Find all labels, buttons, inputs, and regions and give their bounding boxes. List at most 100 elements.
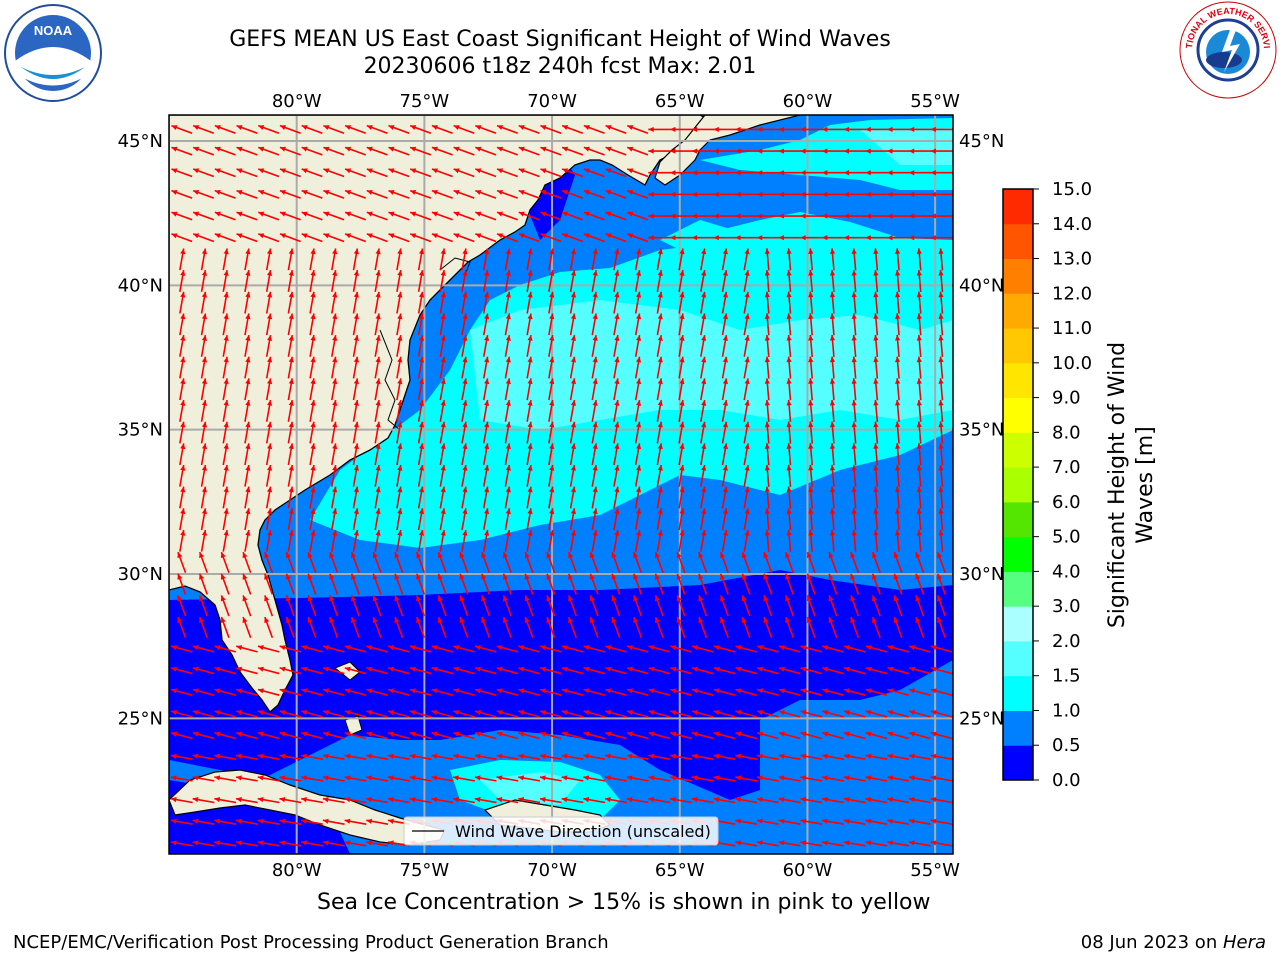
wind-arrow [916, 269, 922, 293]
wind-arrow [871, 551, 881, 574]
wind-arrow [567, 551, 578, 574]
wind-arrow [502, 595, 512, 617]
wind-arrow [938, 356, 944, 379]
wind-arrow [331, 378, 338, 401]
wind-arrow [179, 291, 186, 314]
wind-arrow [200, 313, 208, 336]
wind-arrow [374, 443, 381, 466]
wind-arrow [431, 645, 454, 653]
colorbar-segment [1003, 328, 1033, 364]
wind-arrow [372, 551, 382, 574]
wind-arrow [713, 148, 736, 154]
wind-arrow [569, 270, 577, 292]
wind-arrow [743, 443, 750, 466]
wind-arrow [916, 291, 922, 314]
wind-arrow [821, 148, 844, 154]
wind-arrow [806, 551, 816, 574]
lat-tick-label: 45°N [959, 131, 1004, 152]
wind-arrow [887, 213, 910, 219]
wind-arrow [656, 313, 663, 336]
wind-arrow [567, 616, 578, 639]
wind-arrow [504, 399, 511, 422]
wind-arrow [518, 189, 540, 199]
wind-arrow [743, 464, 750, 487]
wind-arrow [309, 378, 316, 401]
wind-arrow [604, 775, 627, 782]
wind-arrow [200, 508, 208, 531]
wind-arrow [627, 189, 649, 199]
wind-arrow [264, 616, 274, 639]
wind-arrow [475, 189, 497, 199]
wind-arrow [670, 170, 693, 176]
wind-arrow [691, 213, 714, 219]
noaa-logo: NOAA [4, 4, 102, 102]
wind-arrow [279, 731, 302, 740]
wind-arrow [843, 688, 866, 696]
wind-arrow [409, 666, 432, 675]
wind-arrow [539, 666, 562, 675]
wind-arrow [569, 421, 577, 444]
wind-arrow [895, 421, 901, 444]
wind-arrow [374, 291, 381, 314]
wind-arrow [829, 269, 836, 293]
chesapeake [379, 329, 401, 431]
wind-arrow [309, 356, 316, 379]
wind-arrow [344, 146, 367, 156]
wind-arrow [893, 551, 903, 574]
wind-arrow [800, 710, 823, 718]
wind-arrow [785, 573, 795, 595]
wind-arrow [222, 529, 229, 552]
wind-arrow [329, 616, 339, 639]
wind-arrow [763, 616, 773, 639]
wind-arrow [851, 248, 857, 271]
wind-arrow [851, 508, 857, 531]
wind-arrow [634, 378, 642, 401]
wind-arrow [930, 753, 953, 760]
wind-arrow [741, 551, 751, 574]
wind-arrow [865, 775, 888, 782]
wind-arrow [591, 508, 598, 531]
wind-arrow [613, 486, 620, 509]
wind-arrow [344, 731, 367, 740]
wind-arrow [344, 189, 367, 199]
wind-arrow [764, 356, 770, 379]
wind-arrow [496, 797, 519, 804]
wind-arrow [192, 211, 215, 221]
wind-arrow [778, 688, 801, 696]
wind-arrow [800, 148, 823, 154]
wind-arrow [800, 126, 823, 133]
wind-arrow [322, 753, 345, 760]
wind-arrow [439, 443, 446, 466]
wind-arrow [887, 148, 910, 154]
wind-arrow [417, 508, 425, 531]
wind-arrow [307, 616, 317, 639]
wind-arrow [808, 378, 814, 401]
wind-arrow [589, 573, 599, 595]
wind-arrow [388, 211, 410, 221]
wind-arrow [721, 443, 728, 466]
wind-arrow [873, 356, 879, 379]
wind-arrow [439, 334, 446, 357]
wind-arrow [613, 356, 620, 379]
wind-arrow [192, 645, 215, 653]
wind-arrow [821, 170, 844, 176]
wind-arrow [916, 334, 922, 357]
wind-arrow [526, 443, 533, 466]
wind-arrow [713, 753, 736, 760]
wind-arrow [518, 124, 540, 134]
wind-arrow [808, 399, 814, 422]
colorbar-segment [1003, 640, 1033, 677]
wind-arrow [235, 797, 258, 804]
wind-arrow [374, 248, 381, 271]
chart-title: GEFS MEAN US East Coast Significant Heig… [229, 27, 891, 52]
wind-arrow [915, 551, 925, 574]
wind-arrow [214, 666, 237, 675]
wind-arrow [257, 168, 280, 178]
wind-arrow [287, 291, 294, 314]
wind-arrow [676, 551, 686, 574]
wind-arrow [301, 731, 323, 740]
wind-arrow [569, 529, 577, 552]
wind-arrow [656, 421, 663, 444]
lat-tick-label: 45°N [118, 131, 163, 152]
wind-arrow [764, 334, 770, 357]
